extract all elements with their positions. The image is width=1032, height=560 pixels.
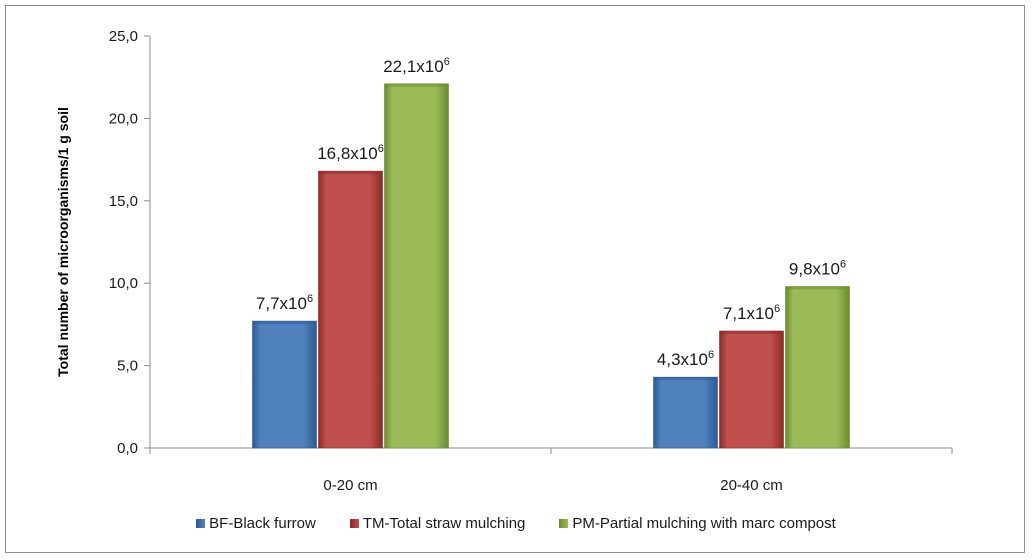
x-tick-label: 20-40 cm — [720, 477, 783, 494]
bar-top-edge — [785, 286, 850, 290]
labels-layer: 7,7x106 16,8x106 22,1x106 4,3x106 7,1x106 9,8… — [256, 56, 846, 369]
data-label: 7,7x106 — [256, 293, 313, 313]
chart-frame — [5, 5, 1025, 553]
bar — [785, 286, 850, 449]
y-tick-label: 0,0 — [117, 440, 138, 457]
data-label: 22,1x106 — [383, 56, 450, 76]
bar — [384, 83, 449, 449]
y-tick-label: 15,0 — [109, 193, 138, 210]
bar — [252, 320, 317, 449]
bar-top-edge — [252, 321, 317, 325]
y-tick-label: 20,0 — [109, 110, 138, 127]
legend-label: BF-Black furrow — [209, 515, 316, 532]
bar — [653, 376, 718, 449]
legend-item: BF-Black furrow — [196, 515, 316, 532]
bar — [719, 330, 784, 449]
y-tick-label: 10,0 — [109, 275, 138, 292]
data-label: 9,8x106 — [789, 258, 846, 278]
legend-swatch — [559, 519, 569, 528]
bar-top-edge — [384, 83, 449, 87]
data-label: 16,8x106 — [317, 143, 384, 163]
legend-item: PM-Partial mulching with marc compost — [559, 515, 836, 532]
legend-swatch — [196, 519, 206, 528]
data-label: 4,3x106 — [657, 349, 714, 369]
bar-top-edge — [318, 171, 383, 175]
legend-label: PM-Partial mulching with marc compost — [572, 515, 836, 532]
bar-top-edge — [653, 377, 718, 381]
y-axis-title: Total number of microorganisms/1 g soil — [55, 107, 71, 377]
data-label: 7,1x106 — [723, 303, 780, 323]
y-tick-label: 5,0 — [117, 358, 138, 375]
bar — [318, 170, 383, 449]
y-tick-label: 25,0 — [109, 28, 138, 45]
legend-item: TM-Total straw mulching — [349, 515, 526, 532]
bar-top-edge — [719, 330, 784, 334]
legend-label: TM-Total straw mulching — [362, 515, 526, 532]
legend-swatch — [349, 519, 359, 528]
bars-layer — [252, 83, 850, 449]
x-tick-label: 0-20 cm — [323, 477, 377, 494]
legend: BF-Black furrow TM-Total straw mulching PM… — [0, 515, 1032, 532]
